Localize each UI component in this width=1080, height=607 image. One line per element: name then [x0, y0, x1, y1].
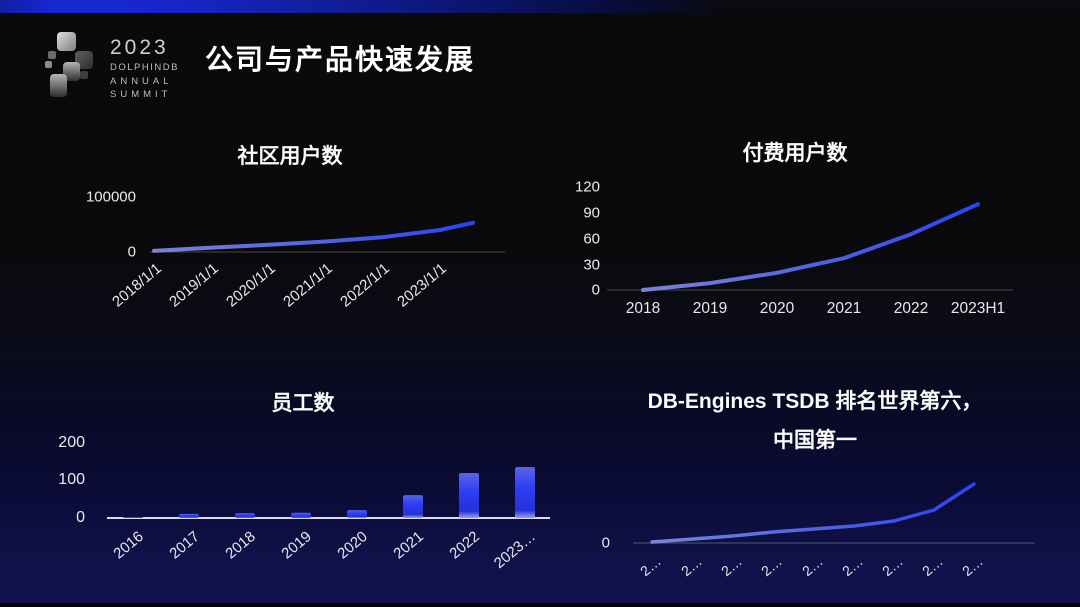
logo-year: 2023	[110, 36, 169, 59]
chart-canvas	[607, 202, 1013, 292]
chart-title: 中国第一	[773, 429, 857, 452]
x-axis-tick-label: 2019	[692, 300, 728, 317]
top-accent-bar	[0, 0, 1080, 13]
chart-community-users: 社区用户数 100000 0 2018/1/1 2019/1/1 2020/1/1 2021…	[60, 140, 540, 337]
y-axis-tick-label: 120	[574, 178, 600, 196]
chart-dbengines-ranking: DB-Engines TSDB 排名世界第六， 中国第一 0 2… 2… 2… 2… 2… 2……	[575, 385, 1055, 595]
chart-title: 社区用户数	[237, 145, 343, 168]
y-axis-tick-label: 60	[583, 230, 600, 248]
y-axis-tick-label: 30	[583, 256, 600, 274]
chart-title: DB-Engines TSDB 排名世界第六，	[647, 390, 983, 413]
x-axis-tick-label: 2018	[625, 300, 661, 317]
y-axis-tick-label: 100000	[85, 188, 136, 206]
logo-brand: DOLPHINDB	[110, 62, 179, 73]
bottom-edge	[0, 603, 1080, 607]
bar-2017	[179, 513, 199, 518]
bar-2019	[291, 512, 311, 519]
y-axis-tick-label: 100	[58, 471, 85, 488]
bar-2016	[123, 517, 143, 518]
x-axis-tick-label: 2021	[826, 300, 862, 317]
chart-canvas	[633, 482, 1035, 544]
dolphindb-logo: 2023 DOLPHINDB ANNUAL SUMMIT	[45, 30, 179, 102]
logo-summit: SUMMIT	[110, 89, 172, 100]
bar-2020	[347, 510, 367, 518]
y-axis-tick-label: 0	[591, 281, 600, 299]
bar-2023…	[515, 467, 535, 518]
bar-2018	[235, 513, 255, 518]
chart-canvas	[107, 467, 550, 519]
x-axis-tick-label: 2023H1	[950, 300, 1006, 317]
y-axis-tick-label: 0	[76, 509, 85, 526]
y-axis-tick-label: 0	[127, 243, 136, 261]
logo-annual: ANNUAL	[110, 75, 173, 87]
bar-2021	[403, 495, 423, 518]
trend-line	[152, 220, 475, 253]
y-axis-tick-label: 0	[601, 534, 610, 552]
bar-2022	[459, 473, 479, 518]
logo-text-block: 2023 DOLPHINDB ANNUAL SUMMIT	[110, 30, 179, 102]
dolphindb-logo-mark	[45, 32, 93, 97]
y-axis-tick-label: 200	[58, 434, 85, 451]
trend-line	[650, 482, 976, 544]
chart-title: 员工数	[271, 392, 335, 415]
x-axis-tick-label: 2020	[759, 300, 795, 317]
chart-paying-users: 付费用户数 120 90 60 30 0 2018 2019 2020 2021 2022 2023H…	[560, 140, 1030, 325]
chart-title: 付费用户数	[742, 142, 848, 165]
x-axis-tick-label: 2022	[893, 300, 929, 317]
y-axis-tick-label: 90	[583, 204, 600, 222]
trend-line	[641, 202, 980, 292]
chart-employees: 员工数 200 100 0 2016 2017 2018 2019 2020 2021 2022 20…	[30, 390, 560, 595]
chart-canvas	[150, 220, 505, 253]
slide-title: 公司与产品快速发展	[205, 44, 476, 75]
